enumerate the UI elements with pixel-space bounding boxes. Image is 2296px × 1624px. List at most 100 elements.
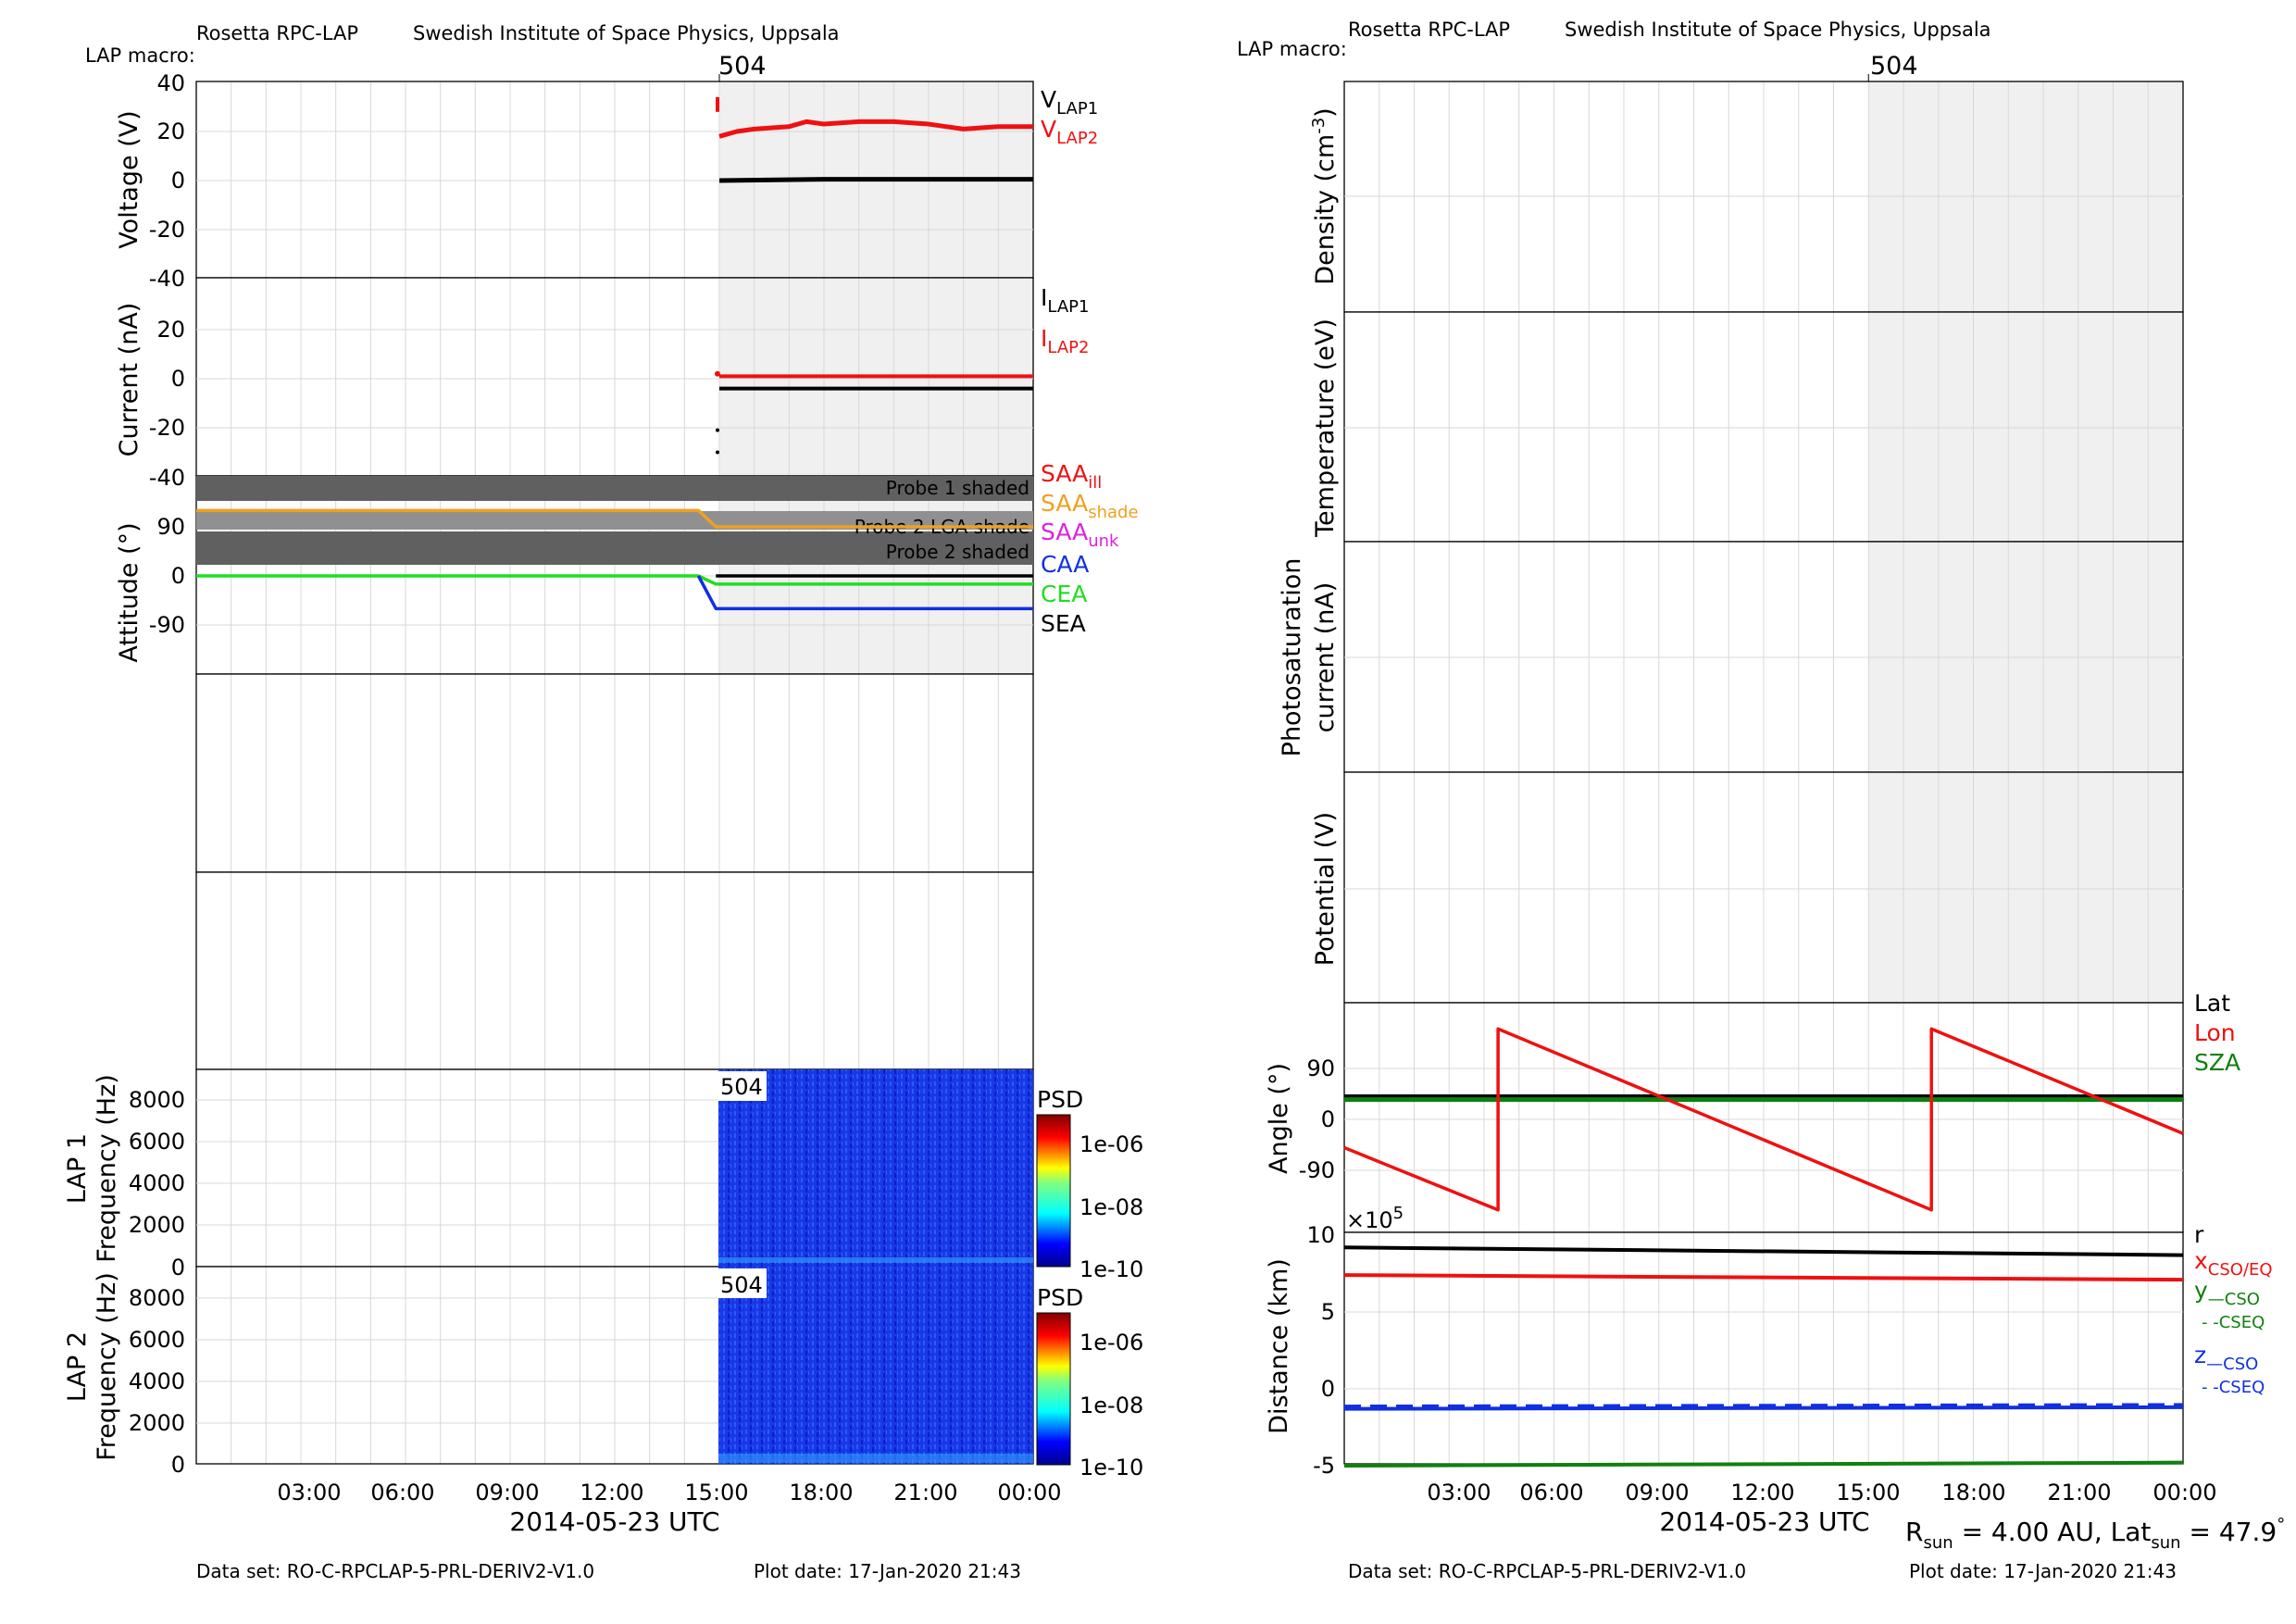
legend-sea: SEA	[1041, 610, 1086, 637]
legend-ilap2: ILAP2	[1041, 325, 1089, 357]
legend-z: z—CSO	[2194, 1342, 2258, 1374]
voltage-ytick-n20: -20	[149, 217, 185, 243]
angle-ytick-0: 0	[1321, 1106, 1335, 1132]
attitude-shade-bands	[196, 476, 1033, 565]
distance-line-2	[1343, 1405, 2184, 1411]
right-xlabel: 2014-05-23 UTC	[1659, 1506, 1869, 1537]
lap2-spectrogram	[718, 1267, 1033, 1464]
voltage-ytick-0: 0	[171, 168, 185, 194]
voltage-ytick-20: 20	[156, 119, 185, 144]
legend-sza: SZA	[2194, 1049, 2240, 1076]
distance-ytick-10: 10	[1306, 1222, 1335, 1248]
left-xtick-0900: 09:00	[475, 1480, 539, 1505]
distance-exponent: ×105	[1346, 1204, 1404, 1233]
photo-ylabel2: current (nA)	[1311, 582, 1340, 733]
right-dataset: Data set: RO-C-RPCLAP-5-PRL-DERIV2-V1.0	[1348, 1560, 1746, 1582]
legend-ilap1: ILAP1	[1041, 284, 1089, 317]
legend-saa-unk: SAAunk	[1041, 518, 1119, 551]
photo-ylabel1: Photosaturation	[1278, 558, 1306, 757]
distance-ytick-5: 5	[1321, 1299, 1335, 1325]
legend-y: y—CSO	[2194, 1277, 2260, 1309]
lap1-macro-box	[717, 1071, 767, 1101]
current-series	[715, 370, 1033, 455]
lap2-psd-label: PSD	[1037, 1284, 1083, 1311]
angle-series	[1343, 1027, 2184, 1212]
right-xtick-0900: 09:00	[1625, 1480, 1689, 1505]
legend-cea: CEA	[1041, 581, 1087, 607]
attitude-ytick-n90: -90	[149, 612, 185, 638]
lap1-spectrogram	[718, 1069, 1033, 1267]
voltage-ytick-40: 40	[156, 70, 185, 96]
left-xtick-0000: 00:00	[997, 1480, 1061, 1505]
attitude-panel: Probe 1 shaded Probe 2 LGA shade Probe 2…	[115, 460, 1139, 663]
voltage-line-0	[718, 177, 1033, 183]
shade-label-probe1: Probe 1 shaded	[886, 477, 1029, 499]
lap2-ylabel2: Frequency (Hz)	[93, 1272, 121, 1461]
lap2-psd-tick-2: 1e-08	[1079, 1393, 1143, 1418]
voltage-line-1	[718, 119, 1033, 139]
lap2-ytick-2000: 2000	[129, 1410, 185, 1436]
shade-label-probe2: Probe 2 shaded	[886, 541, 1029, 563]
right-macro-bg-3	[1868, 772, 2183, 1003]
shade-band-probe1	[196, 476, 1033, 501]
legend-lat: Lat	[2194, 990, 2230, 1017]
legend-x: xCSO/EQ	[2194, 1247, 2273, 1280]
left-xtick-0600: 06:00	[370, 1480, 434, 1505]
legend-saa-shade: SAAshade	[1041, 490, 1139, 522]
angle-ytick-n90: -90	[1299, 1157, 1335, 1183]
angle-panel: Angle (°) 90 0 -90 Lat Lon SZA	[1265, 990, 2240, 1212]
right-xtick-1500: 15:00	[1836, 1480, 1900, 1505]
distance-line-2-dash	[1343, 1403, 2184, 1409]
attitude-series	[196, 508, 1033, 611]
voltage-ytick-n40: -40	[149, 266, 185, 292]
temperature-ylabel: Temperature (eV)	[1311, 319, 1340, 538]
attitude-ylabel: Attitude (°)	[115, 522, 144, 662]
current-ytick-n20: -20	[149, 415, 185, 441]
lap1-ylabel2: Frequency (Hz)	[93, 1074, 121, 1263]
current-dot-1	[716, 428, 719, 432]
attitude-line-1	[196, 574, 1033, 586]
density-ylabel: Density (cm-3)	[1309, 107, 1340, 284]
lap2-macro-id: 504	[720, 1272, 763, 1298]
distance-line-0	[1343, 1245, 2184, 1257]
left-dataset: Data set: RO-C-RPCLAP-5-PRL-DERIV2-V1.0	[196, 1560, 594, 1582]
attitude-line-0	[196, 508, 1033, 529]
legend-vlap1: VLAP1	[1041, 86, 1098, 119]
right-xtick-0600: 06:00	[1519, 1480, 1583, 1505]
distance-ytick-0: 0	[1321, 1376, 1335, 1402]
left-x-ticks: 03:00 06:00 09:00 12:00 15:00 18:00 21:0…	[277, 1480, 1061, 1505]
lap1-spectrogram-lowband	[718, 1257, 1033, 1263]
lap2-ytick-4000: 4000	[129, 1368, 185, 1394]
left-header-institute: Swedish Institute of Space Physics, Upps…	[413, 22, 840, 44]
lap1-ytick-0: 0	[171, 1255, 185, 1280]
lap1-panel: 504 LAP 1 Frequency (Hz) 8000 6000 4000 …	[63, 1069, 1143, 1282]
potential-ylabel: Potential (V)	[1311, 812, 1340, 966]
right-panel-frames	[1343, 74, 2184, 1465]
right-header-instrument: Rosetta RPC-LAP	[1348, 19, 1510, 41]
lap2-ytick-6000: 6000	[129, 1327, 185, 1353]
current-ytick-0: 0	[171, 366, 185, 392]
legend-vlap2: VLAP2	[1041, 116, 1098, 148]
legend-lon: Lon	[2194, 1019, 2236, 1046]
right-xtick-0000: 00:00	[2152, 1480, 2216, 1505]
current-ylabel: Current (nA)	[115, 303, 144, 457]
distance-series	[1343, 1245, 2184, 1468]
sun-distance: Rsun = 4.00 AU, Latsun = 47.9°	[1905, 1515, 2285, 1553]
current-ytick-n40: -40	[149, 465, 185, 491]
lap1-psd-tick-1: 1e-06	[1079, 1131, 1143, 1157]
left-macro-label: LAP macro:	[85, 44, 195, 67]
left-xtick-1200: 12:00	[580, 1480, 643, 1505]
voltage-ylabel: Voltage (V)	[115, 110, 144, 248]
lap2-spectrogram-lowband	[718, 1454, 1033, 1463]
right-macro-bg-1	[1868, 312, 2183, 542]
current-dot-3	[715, 370, 720, 377]
lap1-ytick-8000: 8000	[129, 1087, 185, 1113]
shade-band-lga	[196, 511, 1033, 530]
lap1-psd-tick-3: 1e-10	[1079, 1256, 1143, 1282]
lap1-colorbar	[1036, 1114, 1071, 1268]
left-plotdate: Plot date: 17-Jan-2020 21:43	[754, 1560, 1021, 1582]
lap1-psd-tick-2: 1e-08	[1079, 1194, 1143, 1220]
lap1-macro-id: 504	[720, 1074, 763, 1100]
right-macro-label: LAP macro:	[1237, 38, 1347, 60]
